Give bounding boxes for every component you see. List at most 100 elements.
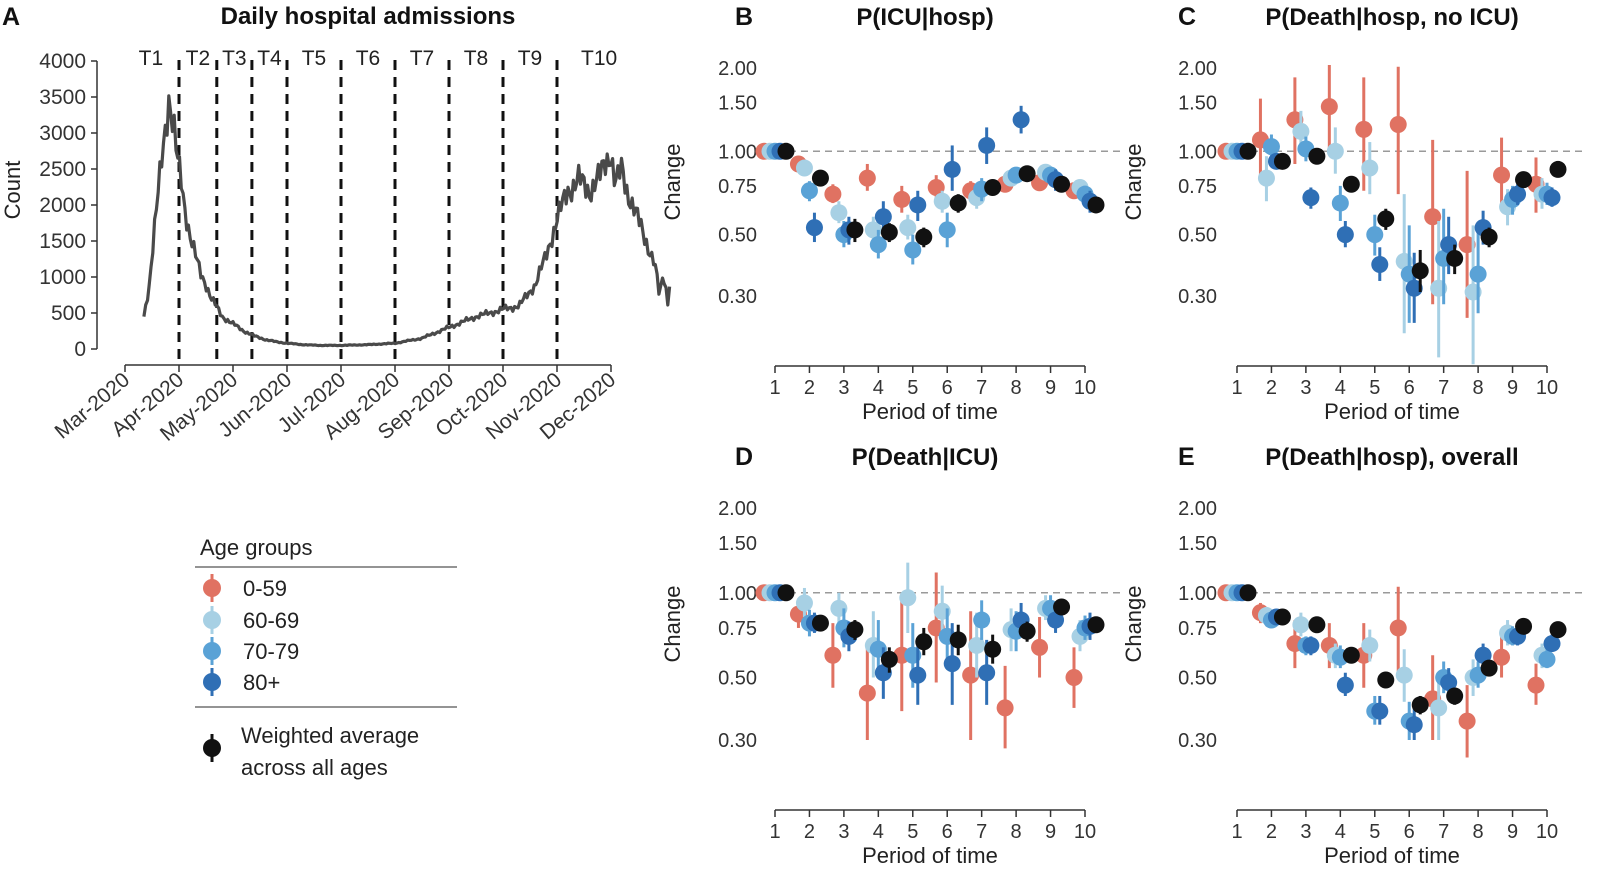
data-point	[1430, 699, 1448, 717]
y-tick-label: 2.00	[718, 498, 757, 520]
y-tick-label: 0.75	[1178, 618, 1217, 640]
data-point	[1273, 608, 1291, 626]
data-point	[795, 594, 813, 612]
x-tick-label: 10	[1074, 821, 1096, 843]
x-tick-label: 9	[1507, 377, 1518, 399]
period-label: T7	[410, 47, 435, 70]
data-point	[1377, 671, 1395, 689]
legend-marker	[203, 739, 221, 757]
data-point	[1308, 616, 1326, 634]
data-point	[938, 221, 956, 239]
data-point	[1087, 196, 1105, 214]
x-tick-label: 9	[1507, 821, 1518, 843]
legend-label: 60-69	[243, 608, 299, 633]
x-tick-label: 7	[976, 377, 987, 399]
x-tick-label: 9	[1045, 821, 1056, 843]
panel-letter: C	[1178, 3, 1196, 31]
data-point	[1405, 279, 1423, 297]
data-point	[1018, 622, 1036, 640]
data-point	[811, 614, 829, 632]
data-point	[1065, 669, 1083, 687]
data-point	[1493, 166, 1511, 184]
data-point	[1543, 189, 1561, 207]
data-point	[1326, 142, 1344, 160]
data-point	[1371, 702, 1389, 720]
x-axis-label: Period of time	[862, 399, 998, 424]
x-axis-label: Period of time	[862, 843, 998, 868]
data-point	[1302, 189, 1320, 207]
y-tick-label: 1.50	[718, 93, 757, 115]
legend-label: 80+	[243, 670, 280, 695]
x-tick-label: 2	[804, 821, 815, 843]
data-point	[1389, 115, 1407, 133]
data-point	[1047, 611, 1065, 629]
data-point	[1239, 584, 1257, 602]
period-label: T9	[518, 47, 543, 70]
data-point	[1440, 236, 1458, 254]
y-tick-label: 2500	[39, 158, 86, 181]
data-point	[1469, 265, 1487, 283]
data-point	[1342, 175, 1360, 193]
data-point	[996, 699, 1014, 717]
x-tick-label: 2	[804, 377, 815, 399]
x-tick-label: 6	[1404, 377, 1415, 399]
panel-title: P(ICU|hosp)	[856, 4, 993, 31]
x-tick-label: 5	[907, 377, 918, 399]
x-tick-label: 2	[1266, 377, 1277, 399]
x-tick-label: 8	[1473, 821, 1484, 843]
legend-marker	[203, 642, 221, 660]
y-tick-label: 1.00	[718, 583, 757, 605]
x-tick-label: 5	[907, 821, 918, 843]
y-tick-label: 1.00	[1178, 141, 1217, 163]
data-point	[1361, 636, 1379, 654]
data-point	[1411, 262, 1429, 280]
y-tick-label: 0.50	[718, 225, 757, 247]
data-point	[1336, 676, 1354, 694]
data-point	[1342, 646, 1360, 664]
x-tick-label: 7	[1438, 377, 1449, 399]
series-4	[1239, 584, 1567, 715]
y-tick-label: 1.00	[718, 141, 757, 163]
data-point	[973, 611, 991, 629]
data-point	[927, 178, 945, 196]
legend-item-80plus: 80+	[203, 668, 280, 696]
legend-item-60-69: 60-69	[203, 606, 299, 634]
data-point	[880, 650, 898, 668]
panel-a: A Daily hospital admissions Count 0 500 1000 1…	[0, 3, 672, 446]
data-point	[858, 169, 876, 187]
data-point	[1031, 638, 1049, 656]
x-tick-label: 3	[838, 377, 849, 399]
data-point	[1355, 120, 1373, 138]
period-label: T4	[257, 47, 282, 70]
x-tick-label: 4	[1335, 821, 1346, 843]
data-point	[1493, 648, 1511, 666]
data-point	[1405, 716, 1423, 734]
data-point	[1053, 175, 1071, 193]
data-point	[777, 584, 795, 602]
y-tick-label: 3500	[39, 86, 86, 109]
y-tick-label: 2.00	[1178, 58, 1217, 80]
x-axis-label: Period of time	[1324, 843, 1460, 868]
data-point	[1087, 616, 1105, 634]
x-tick-label: 5	[1369, 377, 1380, 399]
data-point	[795, 159, 813, 177]
data-point	[777, 142, 795, 160]
panel-title: P(Death|ICU)	[852, 444, 999, 471]
y-axis-label: Change	[660, 143, 685, 220]
data-point	[893, 190, 911, 208]
data-point	[899, 589, 917, 607]
x-tick-label: 8	[1011, 821, 1022, 843]
x-tick-label: 4	[1335, 377, 1346, 399]
data-point	[978, 136, 996, 154]
data-point	[899, 219, 917, 237]
data-point	[962, 666, 980, 684]
data-point	[1480, 659, 1498, 677]
y-tick-label: 1000	[39, 266, 86, 289]
y-tick-label: 500	[51, 302, 86, 325]
x-tick-label: 8	[1011, 377, 1022, 399]
y-tick-label: 0.30	[718, 286, 757, 308]
x-tick-label: 7	[976, 821, 987, 843]
x-tick-label: 1	[1231, 821, 1242, 843]
y-tick-label: 4000	[39, 50, 86, 73]
x-tick-label: 3	[1300, 821, 1311, 843]
